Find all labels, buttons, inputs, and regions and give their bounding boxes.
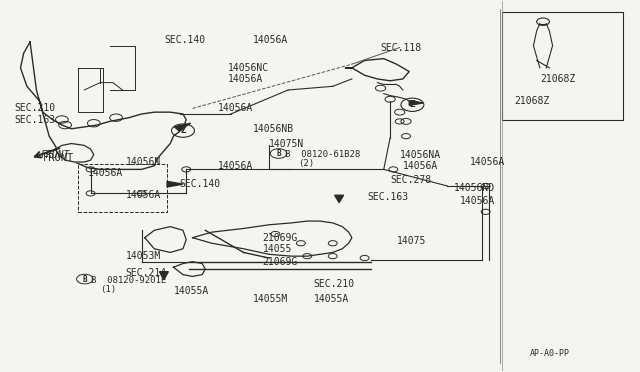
Text: 14056A: 14056A — [228, 74, 263, 84]
Text: 14055A: 14055A — [314, 294, 349, 304]
Text: 14056A: 14056A — [460, 196, 495, 206]
Text: 21069G: 21069G — [262, 233, 298, 243]
Text: SEC.163: SEC.163 — [14, 115, 55, 125]
Text: 14056A: 14056A — [88, 168, 123, 178]
Text: FRONT: FRONT — [43, 153, 74, 163]
Text: 14075N: 14075N — [269, 138, 304, 148]
Text: 21069G: 21069G — [262, 257, 298, 267]
Polygon shape — [159, 272, 168, 280]
Text: 14056A: 14056A — [218, 103, 253, 113]
Text: SEC.214: SEC.214 — [125, 268, 167, 278]
Text: 14055A: 14055A — [173, 286, 209, 296]
Text: 14056A: 14056A — [218, 161, 253, 171]
Polygon shape — [335, 195, 344, 203]
Text: FRONT: FRONT — [41, 150, 70, 160]
Polygon shape — [56, 144, 94, 162]
Polygon shape — [167, 182, 183, 187]
Text: B  08120-61B28: B 08120-61B28 — [285, 150, 360, 159]
Text: 14056A: 14056A — [403, 161, 438, 171]
Text: 14056A: 14056A — [125, 190, 161, 200]
Text: Z: Z — [180, 126, 186, 135]
Text: SEC.140: SEC.140 — [180, 179, 221, 189]
Polygon shape — [409, 100, 423, 105]
Text: 14056A: 14056A — [470, 157, 505, 167]
Text: SEC.278: SEC.278 — [390, 176, 431, 186]
Text: SEC.210: SEC.210 — [314, 279, 355, 289]
Text: SEC.163: SEC.163 — [368, 192, 409, 202]
Text: (1): (1) — [100, 285, 116, 294]
Text: SEC.140: SEC.140 — [164, 35, 205, 45]
Polygon shape — [174, 123, 191, 131]
Text: 14056N: 14056N — [125, 157, 161, 167]
Text: (2): (2) — [298, 159, 314, 169]
Text: 14056A: 14056A — [253, 35, 289, 45]
Text: 21068Z: 21068Z — [515, 96, 550, 106]
Text: 14055M: 14055M — [253, 294, 289, 304]
Text: 14056NC: 14056NC — [228, 63, 269, 73]
Text: 14056NB: 14056NB — [253, 124, 294, 134]
Text: B: B — [83, 275, 87, 283]
Text: B: B — [276, 149, 281, 158]
Text: 21068Z: 21068Z — [540, 74, 575, 84]
Bar — [502, 13, 623, 119]
Text: SEC.118: SEC.118 — [381, 42, 422, 52]
Text: B  08120-9201E: B 08120-9201E — [91, 276, 166, 285]
Text: 14053M: 14053M — [125, 251, 161, 261]
Text: Z: Z — [410, 100, 415, 109]
Text: 14075: 14075 — [396, 236, 426, 246]
Text: AP-A0-PP: AP-A0-PP — [531, 350, 570, 359]
Text: 14056ND: 14056ND — [454, 183, 495, 193]
Text: 14055: 14055 — [262, 244, 292, 254]
Text: SEC.210: SEC.210 — [14, 103, 55, 113]
Text: 14056NA: 14056NA — [399, 150, 441, 160]
